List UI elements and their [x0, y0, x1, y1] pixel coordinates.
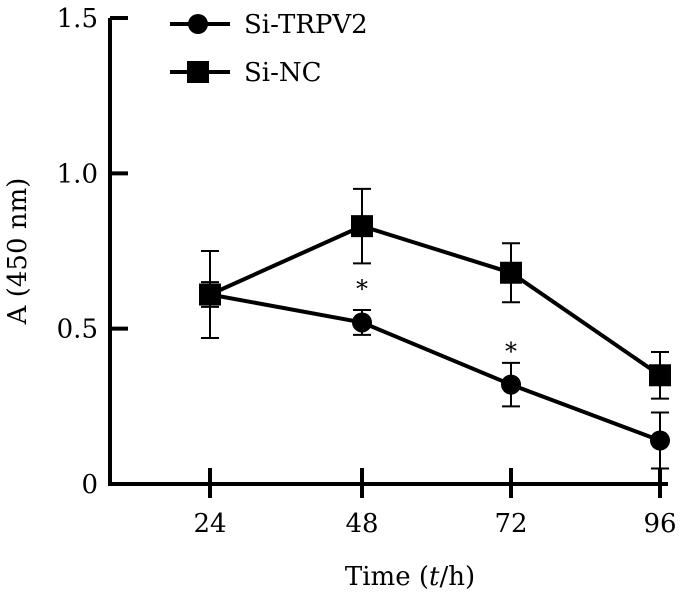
point-square-1-2	[500, 261, 522, 284]
point-circle-0-2	[501, 374, 521, 395]
y-tick-label-3: 1.5	[57, 4, 98, 34]
legend-label-1: Si-NC	[244, 58, 322, 88]
point-square-1-0	[199, 283, 221, 306]
point-circle-0-3	[650, 430, 670, 451]
annotations: **	[356, 275, 517, 365]
x-axis-title: Time (t/h)	[345, 562, 475, 592]
y-tick-label-0: 0	[81, 470, 98, 500]
x-tick-label-3: 96	[643, 509, 676, 539]
legend-label-0: Si-TRPV2	[244, 10, 368, 40]
point-square-1-1	[351, 215, 373, 238]
legend-marker-square-1	[187, 61, 209, 83]
x-tick-label-2: 72	[494, 509, 527, 539]
legend-marker-circle-0	[188, 14, 208, 34]
x-axis-title-post: /h)	[439, 562, 475, 592]
y-tick-label-2: 1.0	[57, 159, 98, 189]
point-circle-0-1	[352, 312, 372, 333]
significance-star-1: *	[505, 337, 517, 365]
series-line-1	[209, 224, 662, 377]
legend: Si-TRPV2 Si-NC	[170, 10, 368, 88]
point-square-1-3	[649, 364, 671, 387]
series-si-trpv2	[200, 281, 670, 470]
x-ticks: 24 48 72 96	[193, 468, 677, 539]
series-layer	[199, 187, 671, 470]
y-axis-title: A (450 nm)	[3, 178, 33, 326]
x-tick-label-0: 24	[193, 509, 226, 539]
series-line-0	[209, 292, 661, 443]
x-tick-label-1: 48	[345, 509, 378, 539]
significance-star-0: *	[356, 275, 368, 303]
y-ticks: 0 0.5 1.0 1.5	[57, 4, 128, 500]
x-axis-title-pre: Time (	[345, 562, 429, 592]
y-tick-label-1: 0.5	[57, 315, 98, 345]
axes	[108, 18, 668, 486]
x-axis-title-italic: t	[429, 562, 440, 592]
series-si-nc	[199, 187, 671, 400]
